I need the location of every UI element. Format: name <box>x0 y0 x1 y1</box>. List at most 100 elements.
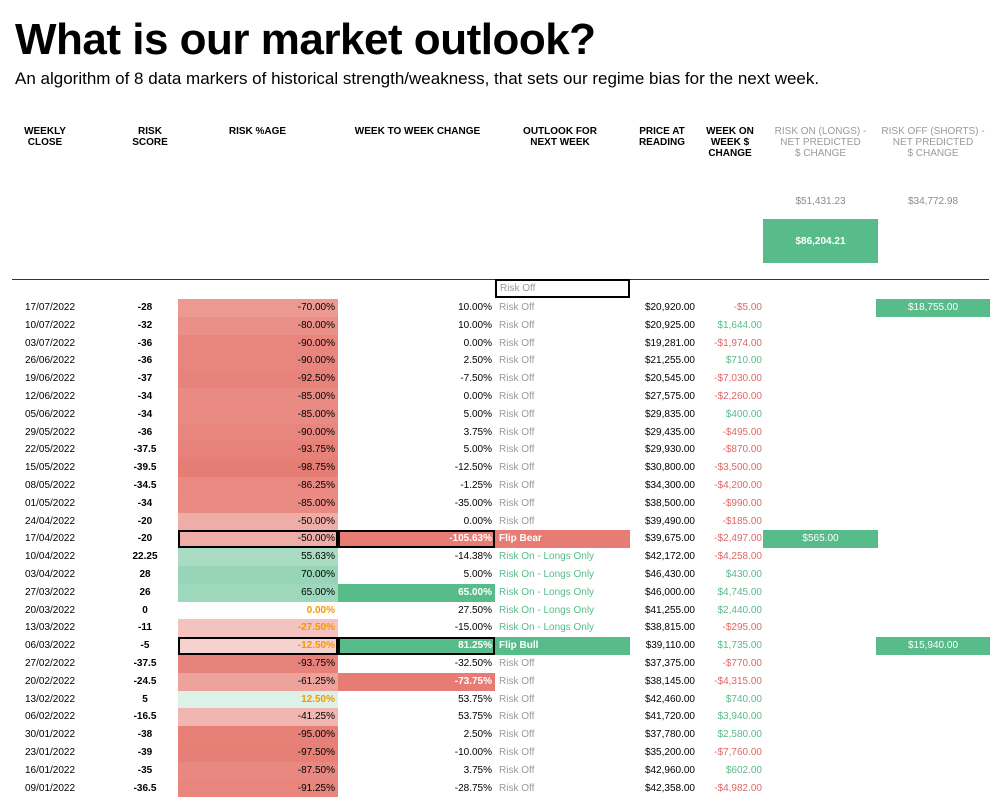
wow-change-cell: 2.50% <box>463 729 492 741</box>
header-outlook: OUTLOOK FOR NEXT WEEK <box>523 126 597 148</box>
price-cell: $38,500.00 <box>644 497 695 509</box>
weekly-close-cell: 03/07/2022 <box>25 337 76 349</box>
risk-score-cell: -36.5 <box>133 782 157 794</box>
price-cell: $38,145.00 <box>644 675 695 687</box>
header-risk-score: RISK SCORE <box>132 126 168 148</box>
wow-change-cell: 10.00% <box>458 319 492 331</box>
price-cell: $41,720.00 <box>644 711 695 723</box>
dollar-change-cell: $400.00 <box>725 408 762 420</box>
risk-pct-cell: -93.75% <box>178 654 338 673</box>
table-row: 08/05/2022 -34.5 -86.25% -1.25% Risk Off $34,… <box>0 476 1001 495</box>
wow-change-cell: 5.00% <box>463 444 492 456</box>
risk-score-cell: 0 <box>142 604 148 616</box>
wow-change-cell: 3.75% <box>463 764 492 776</box>
total-risk-on: $51,431.23 <box>795 196 846 207</box>
outlook-cell: Risk Off <box>499 746 535 758</box>
weekly-close-cell: 29/05/2022 <box>25 426 76 438</box>
header-weekly-close: WEEKLY CLOSE <box>24 126 66 148</box>
outlook-cell: Risk Off <box>499 319 535 331</box>
risk-score-cell: -36 <box>137 337 153 349</box>
risk-pct-cell: -41.25% <box>178 708 338 727</box>
risk-pct-cell: -97.50% <box>178 743 338 762</box>
risk-pct-cell: -92.50% <box>178 370 338 388</box>
wow-change-cell: 65.00% <box>338 583 495 602</box>
dollar-change-cell: $602.00 <box>725 764 762 776</box>
wow-change-cell: -1.25% <box>460 479 492 491</box>
weekly-close-cell: 13/03/2022 <box>25 622 76 634</box>
total-combined: $86,204.21 <box>763 219 878 263</box>
dollar-change-cell: $710.00 <box>725 355 762 367</box>
price-cell: $42,960.00 <box>644 764 695 776</box>
risk-pct-cell: -90.00% <box>178 334 338 353</box>
risk-score-cell: -34 <box>137 497 153 509</box>
table-row: 09/01/2022 -36.5 -91.25% -28.75% Risk Off $42… <box>0 779 1001 798</box>
price-cell: $38,815.00 <box>644 622 695 634</box>
outlook-cell: Risk Off <box>499 302 535 313</box>
dollar-change-cell: -$295.00 <box>722 622 762 634</box>
weekly-close-cell: 20/02/2022 <box>25 675 76 687</box>
page-subtitle: An algorithm of 8 data markers of histor… <box>15 69 820 88</box>
weekly-close-cell: 13/02/2022 <box>25 693 76 705</box>
outlook-cell: Risk Off <box>499 390 535 402</box>
header-dollar-change: WEEK ON WEEK $ CHANGE <box>706 126 754 159</box>
risk-pct-cell: -91.25% <box>178 779 338 798</box>
price-cell: $29,835.00 <box>644 408 695 420</box>
risk-score-cell: -38 <box>137 729 153 741</box>
dollar-change-cell: -$4,982.00 <box>714 782 762 794</box>
header-wow-change: WEEK TO WEEK CHANGE <box>354 126 481 137</box>
risk-score-cell: 26 <box>139 586 151 598</box>
outlook-cell: Flip Bear <box>495 530 630 549</box>
wow-change-cell: 81.25% <box>338 637 495 655</box>
risk-score-cell: -28 <box>137 302 153 313</box>
risk-score-cell: -20 <box>137 533 153 545</box>
risk-score-cell: -39 <box>137 746 153 758</box>
risk-pct-cell: -85.00% <box>178 494 338 513</box>
weekly-close-cell: 30/01/2022 <box>25 729 76 741</box>
risk-score-cell: -11 <box>138 622 152 634</box>
risk-score-cell: 28 <box>139 568 151 580</box>
table-row: 27/03/2022 26 65.00% 65.00% Risk On - Longs … <box>0 583 1001 602</box>
current-outlook: Risk Off <box>495 279 630 298</box>
risk-pct-cell: -85.00% <box>178 405 338 424</box>
dollar-change-cell: $3,940.00 <box>717 711 763 723</box>
outlook-cell: Risk On - Longs Only <box>499 568 595 580</box>
risk-pct-cell: -70.00% <box>178 299 338 317</box>
outlook-cell: Risk Off <box>499 711 535 723</box>
price-cell: $20,925.00 <box>644 319 695 331</box>
dollar-change-cell: -$990.00 <box>722 497 762 509</box>
table-row: 24/04/2022 -20 -50.00% 0.00% Risk Off $39,490… <box>0 512 1001 531</box>
outlook-cell: Risk On - Longs Only <box>499 586 595 598</box>
table-row: 19/06/2022 -37 -92.50% -7.50% Risk Off $20,54… <box>0 370 1001 388</box>
price-cell: $39,675.00 <box>644 533 695 545</box>
price-cell: $42,172.00 <box>644 551 695 563</box>
risk-score-cell: -37.5 <box>133 657 157 669</box>
price-cell: $46,430.00 <box>644 568 695 580</box>
dollar-change-cell: -$2,497.00 <box>714 533 762 545</box>
data-table: 17/07/2022 -28 -70.00% 10.00% Risk Off $20,92… <box>0 299 1001 798</box>
outlook-cell: Risk Off <box>499 497 535 509</box>
risk-pct-cell: 70.00% <box>178 565 338 584</box>
price-cell: $27,575.00 <box>644 390 695 402</box>
price-cell: $35,200.00 <box>644 746 695 758</box>
price-cell: $37,780.00 <box>644 729 695 741</box>
wow-change-cell: -35.00% <box>454 497 492 509</box>
risk-pct-cell: -98.75% <box>178 459 338 477</box>
wow-change-cell: -14.38% <box>454 551 492 563</box>
risk-pct-cell: -80.00% <box>178 316 338 335</box>
dollar-change-cell: $1,735.00 <box>717 640 763 652</box>
weekly-close-cell: 17/04/2022 <box>25 533 76 545</box>
price-cell: $30,800.00 <box>644 462 695 474</box>
outlook-cell: Risk Off <box>499 408 535 420</box>
risk-score-cell: -36 <box>137 355 153 367</box>
price-cell: $42,358.00 <box>644 782 695 794</box>
outlook-cell: Risk Off <box>499 426 535 438</box>
dollar-change-cell: -$3,500.00 <box>714 462 762 474</box>
table-row: 10/07/2022 -32 -80.00% 10.00% Risk Off $20,92… <box>0 316 1001 335</box>
price-cell: $29,930.00 <box>644 444 695 456</box>
risk-score-cell: -37 <box>137 373 153 385</box>
dollar-change-cell: -$870.00 <box>722 444 762 456</box>
wow-change-cell: 5.00% <box>463 408 492 420</box>
dollar-change-cell: $2,580.00 <box>717 729 763 741</box>
risk-score-cell: -24.5 <box>133 675 157 687</box>
risk-score-cell: -32 <box>137 319 153 331</box>
